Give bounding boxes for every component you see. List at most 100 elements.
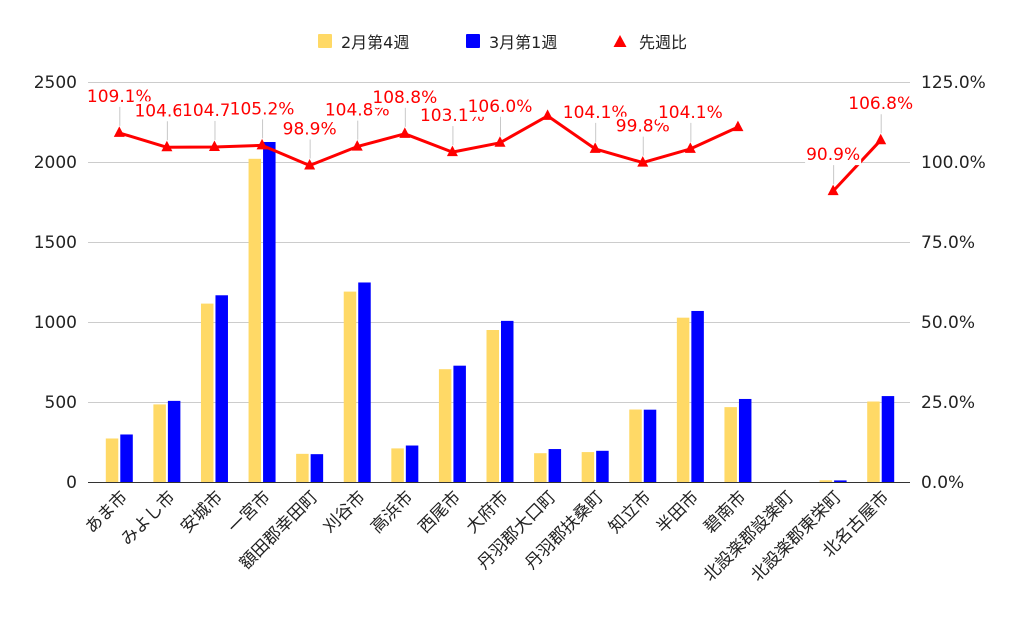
bar — [343, 291, 357, 482]
ratio-marker — [161, 140, 173, 152]
y-left-tick-label: 1000 — [34, 313, 77, 333]
bar — [405, 445, 419, 482]
bar — [596, 450, 609, 482]
ratio-marker — [684, 142, 696, 153]
data-label: 99.8% — [614, 116, 671, 137]
bar — [834, 480, 847, 482]
y-left-tick-label: 1500 — [34, 233, 77, 253]
ratio-line — [118, 114, 882, 193]
x-axis-label: 高浜市 — [367, 487, 417, 537]
x-axis-label: 知立市 — [605, 487, 655, 537]
bar — [534, 453, 547, 482]
bar — [120, 434, 133, 482]
data-label: 104.1% — [656, 102, 724, 123]
data-label-background — [371, 87, 439, 108]
bar — [358, 282, 371, 482]
data-label-background — [228, 99, 296, 120]
bar — [643, 409, 657, 482]
y-left-tick-label: 500 — [45, 393, 77, 413]
data-label-text: 105.2% — [230, 99, 295, 119]
ratio-marker — [637, 156, 649, 167]
ratio-marker — [399, 127, 411, 138]
ratio-marker — [208, 140, 220, 151]
data-label-text: 90.9% — [806, 145, 860, 165]
bar-series-1 — [105, 158, 880, 483]
bar — [548, 449, 562, 482]
y-right-tick-label: 100.0% — [921, 153, 986, 173]
legend-item-series-3: 先週比 — [613, 30, 687, 52]
bar — [724, 407, 737, 482]
x-axis-label: 安城市 — [177, 487, 227, 537]
legend-label-series-1: 2月第4週 — [341, 33, 410, 52]
y-right-tick-label: 125.0% — [921, 73, 986, 93]
data-label-text: 106.0% — [468, 97, 533, 117]
legend-swatch-series-2 — [466, 34, 480, 48]
x-axis-label: 半田市 — [653, 487, 703, 537]
data-label-background — [614, 116, 671, 137]
bar — [310, 454, 324, 482]
legend: 2月第4週 3月第1週 先週比 — [0, 0, 1024, 70]
bar — [501, 320, 514, 482]
ratio-marker — [732, 120, 744, 132]
data-label: 106.8% — [847, 94, 915, 115]
data-label-background — [805, 145, 862, 166]
data-label: 104.1% — [561, 102, 629, 123]
bar — [215, 295, 228, 482]
data-label-background — [281, 119, 338, 140]
bar — [581, 452, 595, 482]
data-label-leaders — [119, 105, 882, 185]
bar — [153, 404, 166, 482]
bar — [296, 453, 309, 482]
bar — [486, 330, 499, 482]
legend-swatch-series-1 — [318, 34, 332, 48]
bar — [167, 400, 181, 482]
bar — [453, 365, 466, 482]
data-label-text: 106.8% — [848, 94, 913, 114]
y-right-tick-label: 50.0% — [921, 313, 975, 333]
ratio-marker — [827, 184, 839, 196]
bar — [263, 142, 276, 482]
triangle-marker-icon — [613, 34, 627, 48]
ratio-marker — [351, 140, 363, 151]
bar — [676, 317, 690, 482]
bar — [391, 448, 404, 482]
bar — [248, 158, 262, 483]
data-label-text: 108.8% — [372, 88, 437, 108]
data-label-text: 104.1% — [658, 103, 723, 123]
ratio-marker — [256, 138, 268, 150]
y-left-tick-label: 2000 — [34, 153, 77, 173]
data-label-background — [847, 94, 915, 115]
ratio-marker — [875, 133, 887, 145]
x-axis-label: 刈谷市 — [320, 487, 370, 537]
data-label: 108.8% — [371, 87, 439, 108]
y-right-tick-label: 0.0% — [921, 473, 964, 493]
data-label: 90.9% — [805, 145, 862, 166]
ratio-marker — [589, 142, 601, 153]
data-labels: 109.1%104.6%104.7%105.2%98.9%104.8%108.8… — [85, 86, 915, 166]
bar — [691, 310, 704, 482]
legend-item-series-2: 3月第1週 — [466, 30, 557, 52]
legend-label-series-2: 3月第1週 — [489, 33, 558, 52]
bar — [200, 303, 214, 482]
legend-item-series-1: 2月第4週 — [318, 30, 409, 52]
bar — [881, 396, 895, 482]
legend-label-series-3: 先週比 — [639, 33, 688, 52]
ratio-marker — [542, 109, 554, 120]
data-label: 98.9% — [281, 119, 338, 140]
bar — [867, 401, 880, 482]
bar — [438, 369, 452, 482]
bar — [629, 409, 642, 482]
ratio-marker — [446, 145, 458, 157]
bar-series-2 — [120, 142, 895, 482]
ratio-marker — [304, 159, 316, 170]
ratio-marker — [494, 136, 506, 147]
data-label-background — [656, 102, 724, 123]
data-label: 106.0% — [466, 96, 534, 117]
data-label-background — [466, 96, 534, 117]
data-label-text: 104.1% — [563, 103, 628, 123]
bar — [105, 438, 119, 482]
y-left-tick-label: 0 — [66, 473, 77, 493]
y-right-tick-label: 25.0% — [921, 393, 975, 413]
